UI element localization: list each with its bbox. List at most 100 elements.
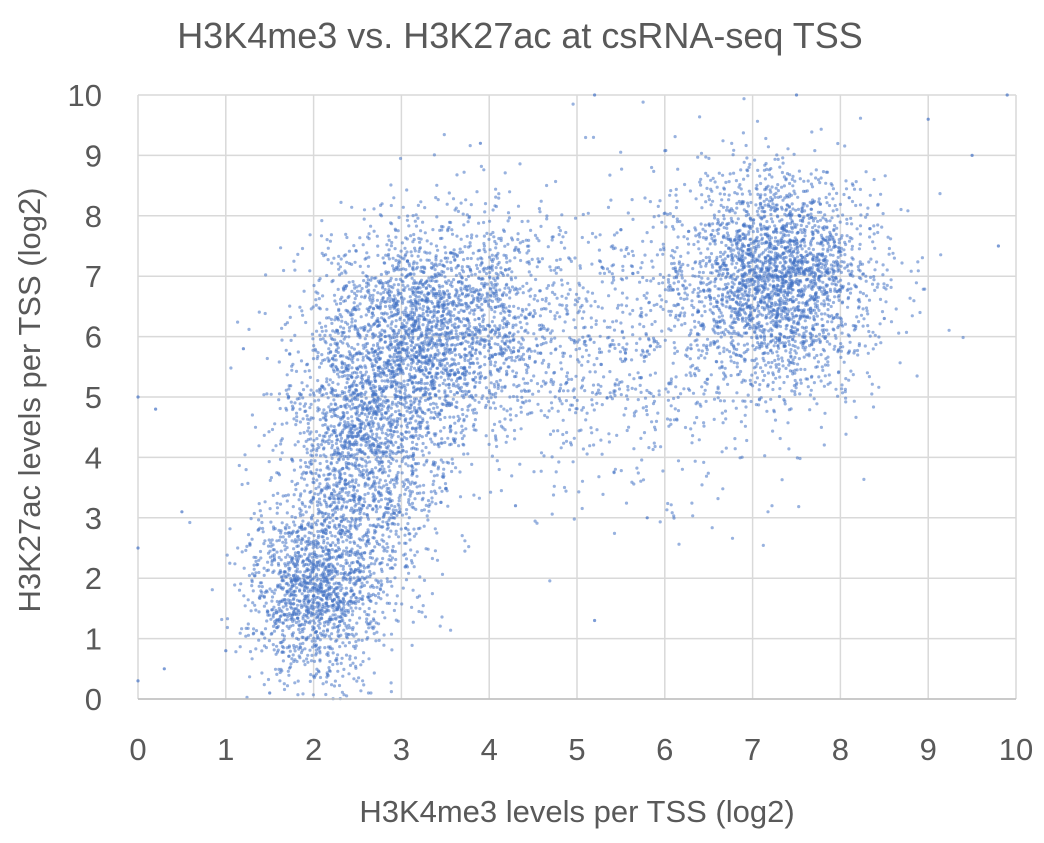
data-point [544,299,547,302]
data-point [340,477,343,480]
data-point [259,556,262,559]
data-point [304,621,307,624]
data-point [411,340,414,343]
data-point [306,451,309,454]
data-point [391,329,394,332]
data-point [328,635,331,638]
data-point [419,397,422,400]
data-point [251,538,254,541]
data-point [404,542,407,545]
data-point [292,417,295,420]
data-point [386,577,389,580]
data-point [262,393,265,396]
data-point [372,344,375,347]
data-point [247,533,250,536]
data-point [514,375,517,378]
data-point [334,680,337,683]
data-point [395,355,398,358]
data-point [427,510,430,513]
data-point [529,274,532,277]
data-point [361,535,364,538]
data-point [321,385,324,388]
data-point [297,558,300,561]
data-point [354,481,357,484]
data-point [329,391,332,394]
data-point [355,294,358,297]
data-point [267,569,270,572]
data-point [364,337,367,340]
data-point [443,426,446,429]
data-point [422,312,425,315]
data-point [481,308,484,311]
data-point [286,553,289,556]
data-point [317,577,320,580]
data-point [325,568,328,571]
data-point [468,362,471,365]
data-point [464,324,467,327]
data-point [326,629,329,632]
data-point [360,474,363,477]
data-point [500,389,503,392]
data-point [510,359,513,362]
data-point [348,604,351,607]
data-point [374,579,377,582]
data-point [336,406,339,409]
data-point [330,556,333,559]
data-point [233,583,236,586]
data-point [419,229,422,232]
data-point [461,443,464,446]
data-point [371,507,374,510]
data-point [322,447,325,450]
data-point [303,553,306,556]
data-point [403,380,406,383]
data-point [380,281,383,284]
data-point [360,504,363,507]
data-point [421,323,424,326]
data-point [365,630,368,633]
data-point [390,426,393,429]
data-point [261,585,264,588]
data-point [515,414,518,417]
data-point [420,611,423,614]
data-point [322,393,325,396]
data-point [331,519,334,522]
data-point [387,526,390,529]
data-point [438,336,441,339]
data-point [316,504,319,507]
data-point [268,460,271,463]
data-point [347,494,350,497]
data-point [263,605,266,608]
data-point [259,509,262,512]
data-point [512,337,515,340]
data-point [389,500,392,503]
data-point [367,284,370,287]
data-point [357,308,360,311]
data-point [363,577,366,580]
data-point [328,618,331,621]
data-point [455,274,458,277]
data-point [337,383,340,386]
data-point [462,337,465,340]
data-point [305,510,308,513]
data-point [521,285,524,288]
data-point [393,609,396,612]
data-point [493,310,496,313]
data-point [251,413,254,416]
data-point [303,489,306,492]
data-point [366,581,369,584]
data-point [390,436,393,439]
data-point [392,444,395,447]
data-point [271,449,274,452]
data-point [438,486,441,489]
data-point [372,442,375,445]
data-point [455,329,458,332]
data-point [337,262,340,265]
data-point [422,604,425,607]
data-point [416,387,419,390]
data-point [286,618,289,621]
data-point [340,257,343,260]
data-point [390,418,393,421]
data-point [309,393,312,396]
data-point [295,586,298,589]
data-point [322,408,325,411]
